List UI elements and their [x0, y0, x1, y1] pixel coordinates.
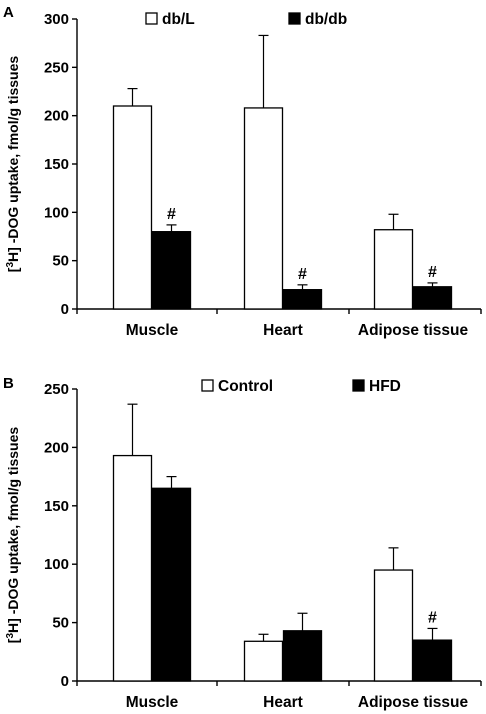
y-axis-label-text: H] -DOG uptake, fmol/g tissues — [5, 56, 21, 262]
y-tick-label: 50 — [52, 253, 69, 270]
x-tick-label: Heart — [263, 322, 303, 339]
y-axis-label-prefix: [ — [5, 638, 21, 643]
legend-label: Control — [218, 378, 273, 395]
y-tick-label: 250 — [44, 59, 69, 76]
y-tick-label: 300 — [44, 11, 69, 28]
legend-swatch — [288, 12, 301, 25]
x-tick-label: Muscle — [126, 322, 179, 339]
chart-panel-a: A 0 50 100 150 200 250 300 Muscle Heart Adipose ti… — [3, 4, 482, 339]
bar-hfd — [282, 630, 323, 682]
y-tick-label: 0 — [61, 673, 69, 690]
bar-db-l — [243, 107, 284, 310]
bar-hfd — [151, 487, 192, 682]
bar-db-db — [412, 286, 453, 310]
panel-letter: B — [3, 375, 14, 392]
y-tick-label: 200 — [44, 439, 69, 456]
bar-control — [243, 640, 284, 682]
y-axis-label-prefix: [ — [5, 267, 21, 272]
chart-panel-b: B 0 50 100 150 200 250 Muscle Heart Adipose tissu… — [3, 375, 482, 711]
significance-mark: # — [428, 264, 437, 281]
bar-hfd — [412, 639, 453, 682]
legend-label: db/L — [162, 11, 195, 28]
panel-letter: A — [3, 4, 14, 21]
y-tick-label: 0 — [61, 301, 69, 318]
y-tick-label: 150 — [44, 156, 69, 173]
legend-swatch — [145, 12, 158, 25]
significance-mark: # — [428, 609, 437, 626]
y-tick-label: 50 — [52, 615, 69, 632]
bar-db-db — [282, 289, 323, 310]
legend-label: HFD — [369, 378, 401, 395]
y-axis-label-text: H] -DOG uptake, fmol/g tissues — [5, 427, 21, 633]
y-axis-label-superscript: 3 — [5, 262, 16, 268]
legend-label: db/db — [305, 11, 347, 28]
y-tick-label: 250 — [44, 381, 69, 398]
y-tick-label: 200 — [44, 108, 69, 125]
significance-mark: # — [167, 206, 176, 223]
bar-db-l — [373, 229, 414, 310]
bar-control — [112, 454, 153, 682]
x-tick-label: Adipose tissue — [358, 322, 469, 339]
legend-swatch — [352, 379, 365, 392]
x-tick-label: Adipose tissue — [358, 694, 469, 711]
y-axis-label-superscript: 3 — [5, 633, 16, 639]
y-tick-label: 100 — [44, 556, 69, 573]
bar-db-db — [151, 231, 192, 310]
y-tick-label: 100 — [44, 204, 69, 221]
bar-control — [373, 569, 414, 682]
legend-swatch — [201, 379, 214, 392]
x-tick-label: Heart — [263, 694, 303, 711]
x-tick-label: Muscle — [126, 694, 179, 711]
significance-mark: # — [298, 266, 307, 283]
y-tick-label: 150 — [44, 498, 69, 515]
bar-db-l — [112, 105, 153, 310]
y-axis-label: [3H] -DOG uptake, fmol/g tissues — [5, 56, 22, 273]
y-axis-label: [3H] -DOG uptake, fmol/g tissues — [5, 427, 22, 644]
